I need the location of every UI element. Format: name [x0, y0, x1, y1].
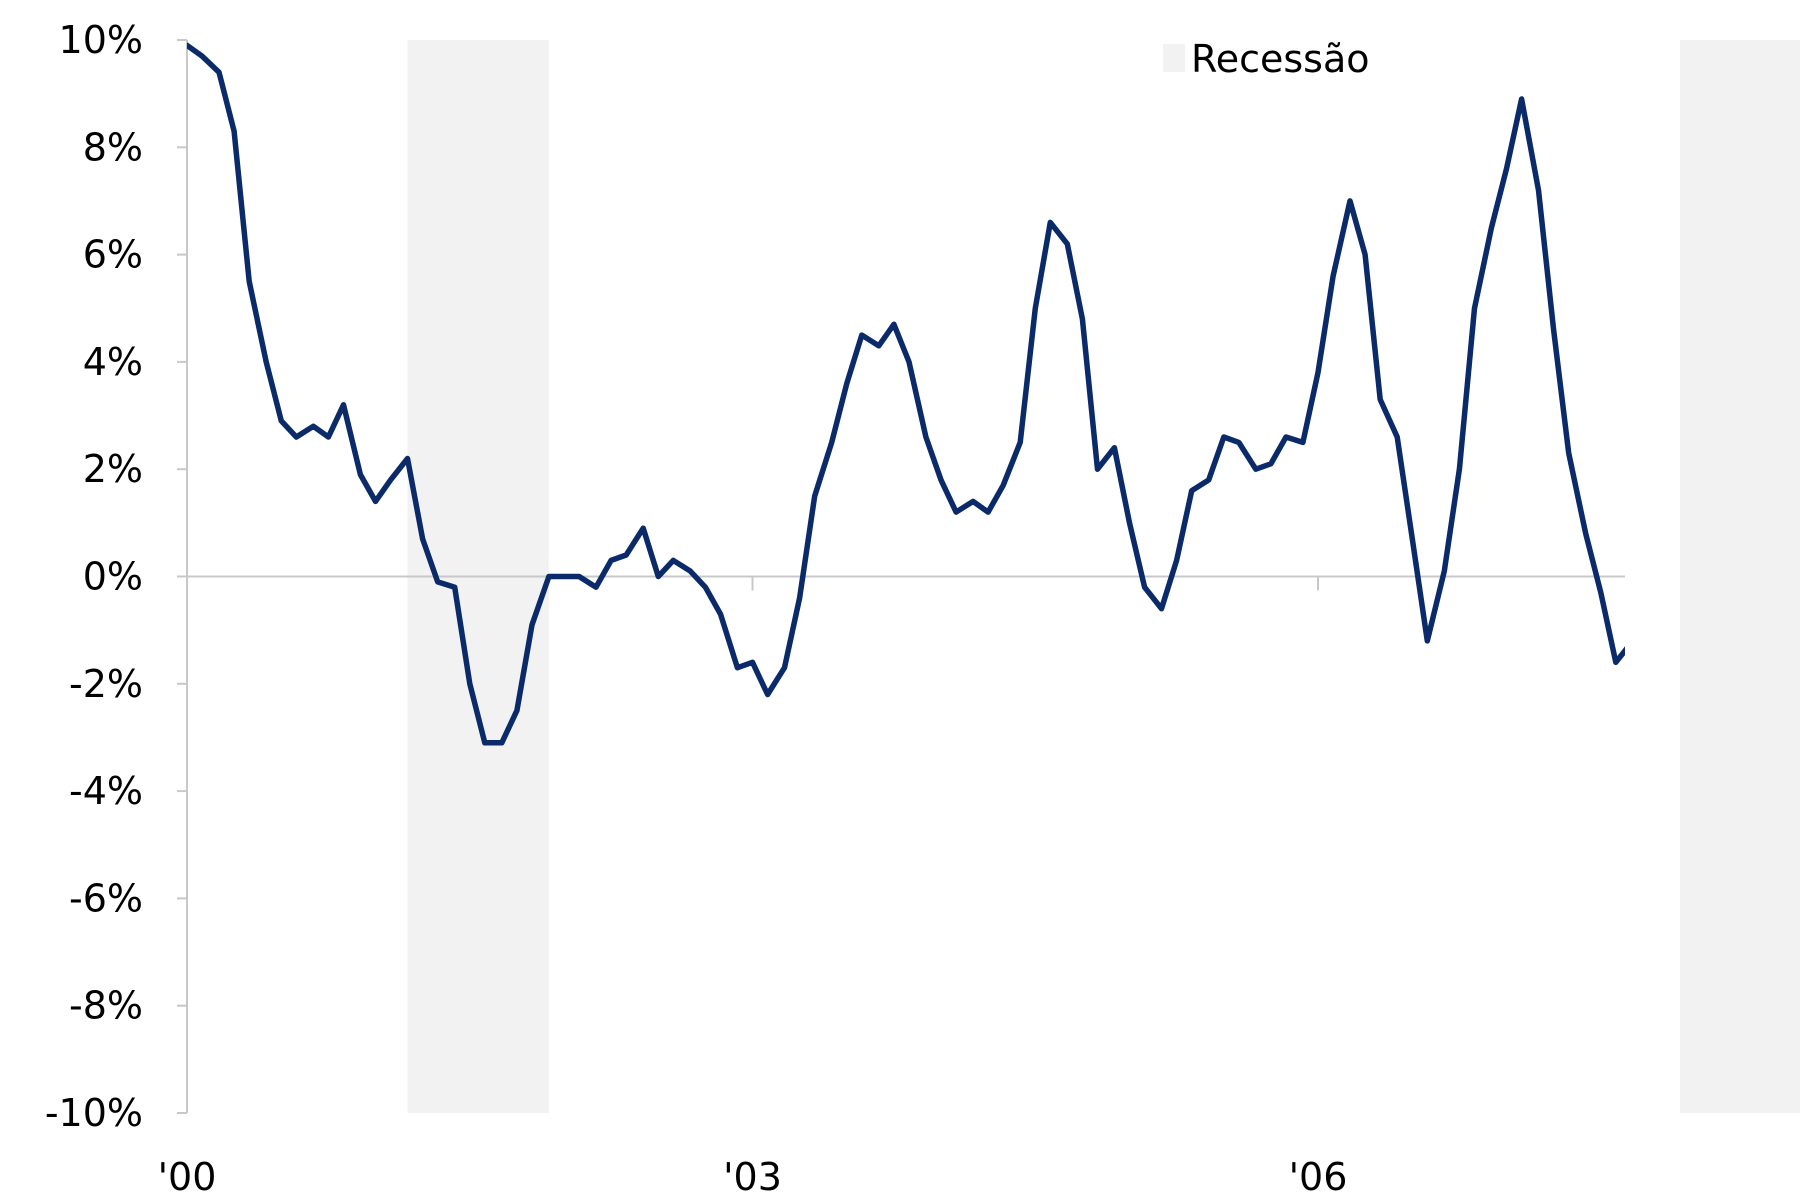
legend: Recessão [1163, 37, 1369, 81]
x-tick-label: '00 [158, 1155, 217, 1199]
axes: -10%-8%-6%-4%-2%0%2%4%6%8%10%'00'03'06'0… [45, 18, 1625, 1199]
x-tick-label: '06 [1289, 1155, 1348, 1199]
recession-band-1 [1679, 40, 1800, 1113]
legend-swatch-recession [1163, 44, 1185, 72]
y-tick-label: 10% [59, 18, 143, 62]
y-tick-label: 0% [83, 555, 143, 599]
y-tick-label: -8% [69, 984, 143, 1028]
y-tick-label: -6% [69, 876, 143, 920]
y-tick-label: 8% [83, 125, 143, 169]
legend-label-recession: Recessão [1191, 37, 1369, 81]
y-tick-label: -10% [45, 1091, 143, 1135]
y-tick-label: 6% [83, 233, 143, 277]
y-tick-label: -4% [69, 769, 143, 813]
series [187, 42, 1625, 746]
y-tick-label: -2% [69, 662, 143, 706]
x-tick-label: '03 [723, 1155, 782, 1199]
y-tick-label: 2% [83, 447, 143, 491]
y-tick-label: 4% [83, 340, 143, 384]
series-line-0 [187, 42, 1625, 746]
